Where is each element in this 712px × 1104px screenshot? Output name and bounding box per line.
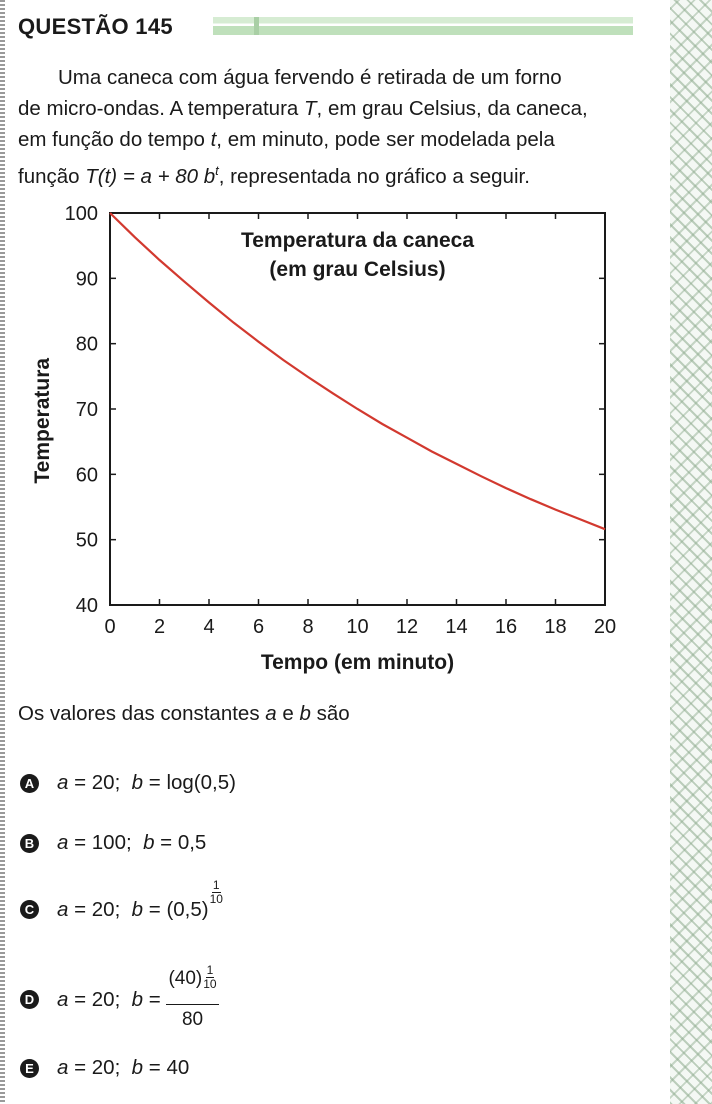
option-e[interactable]: E a = 20; b = 40 — [20, 1056, 189, 1080]
option-e-badge: E — [20, 1058, 39, 1078]
left-page-rule — [0, 0, 5, 1104]
question-statement: Uma caneca com água fervendo é retirada … — [18, 62, 638, 192]
option-d-fraction: (40) 1 10 80 — [166, 963, 219, 1030]
chart-svg: 0 2 4 6 8 10 12 14 16 18 20 40 50 60 70 80 90 100 Temperat… — [31, 203, 616, 674]
question-title: QUESTÃO 145 — [18, 14, 173, 39]
option-b[interactable]: B a = 100; b = 0,5 — [20, 831, 206, 855]
y-tick-label: 60 — [76, 464, 98, 486]
chart-title: Temperatura da caneca — [241, 229, 474, 252]
decorative-side-border — [670, 0, 712, 1104]
option-d-badge: D — [20, 990, 39, 1009]
function-formula: T(t) = a + 80 b — [85, 164, 216, 188]
x-tick-label: 10 — [346, 616, 368, 638]
option-d-exponent: 1 10 — [203, 963, 217, 991]
x-tick-label: 2 — [154, 616, 165, 638]
y-tick-label: 90 — [76, 268, 98, 290]
y-tick-label: 40 — [76, 595, 98, 617]
y-tick-label: 100 — [65, 203, 98, 225]
y-tick-label: 80 — [76, 334, 98, 356]
option-c-badge: C — [20, 900, 39, 919]
answer-prompt: Os valores das constantes a e b são — [18, 702, 350, 725]
title-decorative-bar — [213, 17, 633, 35]
x-tick-label: 4 — [203, 616, 214, 638]
y-tick-label: 70 — [76, 399, 98, 421]
x-tick-label: 0 — [104, 616, 115, 638]
option-a[interactable]: A a = 20; b = log(0,5) — [20, 771, 236, 795]
x-tick-label: 6 — [253, 616, 264, 638]
x-tick-label: 8 — [302, 616, 313, 638]
option-a-badge: A — [20, 773, 39, 793]
option-d[interactable]: D a = 20; b = (40) 1 10 80 — [20, 963, 219, 1031]
chart-subtitle: (em grau Celsius) — [269, 258, 445, 281]
statement-line-1: Uma caneca com água fervendo é retirada … — [58, 66, 562, 89]
option-c-exponent: 1 10 — [209, 878, 223, 906]
option-b-badge: B — [20, 833, 39, 853]
y-axis-label: Temperatura — [31, 358, 54, 484]
title-bar-notch — [254, 17, 259, 35]
option-c[interactable]: C a = 20; b = (0,5) 1 10 — [20, 879, 223, 923]
x-axis-label: Tempo (em minuto) — [261, 651, 454, 674]
temperature-chart: 0 2 4 6 8 10 12 14 16 18 20 40 50 60 70 80 90 100 Temperat… — [20, 195, 630, 685]
x-tick-label: 20 — [594, 616, 616, 638]
x-tick-label: 18 — [544, 616, 566, 638]
statement-line-4: função T(t) = a + 80 bt, representada no… — [18, 163, 530, 188]
x-tick-label: 14 — [445, 616, 467, 638]
y-tick-label: 50 — [76, 530, 98, 552]
x-tick-label: 16 — [495, 616, 517, 638]
temperature-curve — [109, 212, 606, 531]
statement-line-3: em função do tempo t, em minuto, pode se… — [18, 128, 555, 151]
x-tick-label: 12 — [396, 616, 418, 638]
statement-line-2: de micro-ondas. A temperatura T, em grau… — [18, 97, 588, 120]
